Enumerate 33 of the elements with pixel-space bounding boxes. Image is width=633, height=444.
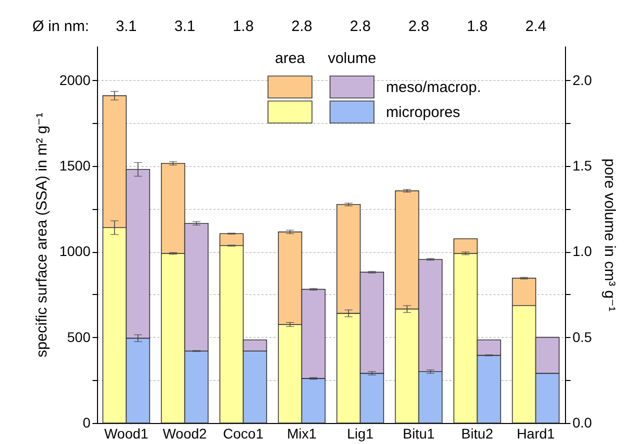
y2-tick-label: 2.0: [572, 72, 592, 88]
y-tick-label: 0: [82, 414, 91, 430]
text: 2.8: [408, 18, 430, 35]
text: 3.1: [116, 18, 137, 35]
text: 2.4: [525, 18, 546, 35]
annotation: area: [274, 50, 306, 67]
y-axis-title: specific surface area (SSA) in m² g⁻¹: [33, 112, 50, 358]
y2-tick-label: 0.5: [572, 328, 592, 345]
y2-tick-label: 1.0: [572, 243, 592, 260]
text: 1.8: [232, 18, 254, 35]
legend-label: micropores: [386, 104, 460, 121]
x-tick-label: Bitu1: [402, 426, 435, 442]
text: 3.1: [174, 18, 196, 35]
y-tick-label: 2000: [59, 72, 91, 88]
y2-tick-label: 0.0: [572, 414, 592, 430]
x-tick-label: Wood2: [162, 426, 208, 442]
x-tick-label: Coco1: [223, 426, 264, 442]
text: 2.8: [350, 18, 371, 35]
y-tick-label: 1500: [59, 157, 91, 174]
x-tick-label: Bitu2: [461, 426, 494, 442]
annotation: volume: [328, 50, 376, 67]
y2-axis-title: pore volume in cm³ g⁻¹: [600, 158, 618, 312]
x-tick-label: Wood1: [104, 426, 149, 442]
y-tick-label: 1000: [59, 243, 91, 260]
x-tick-label: Lig1: [347, 426, 374, 442]
y2-tick-label: 1.5: [572, 157, 592, 174]
text: 2.8: [291, 18, 312, 35]
legend-label: meso/macrop.: [386, 79, 482, 96]
y-tick-label: 500: [67, 328, 91, 345]
text: Ø in nm:: [32, 18, 89, 35]
x-tick-label: Hard1: [516, 426, 556, 442]
text: 1.8: [466, 18, 488, 35]
x-tick-label: Mix1: [286, 426, 317, 442]
